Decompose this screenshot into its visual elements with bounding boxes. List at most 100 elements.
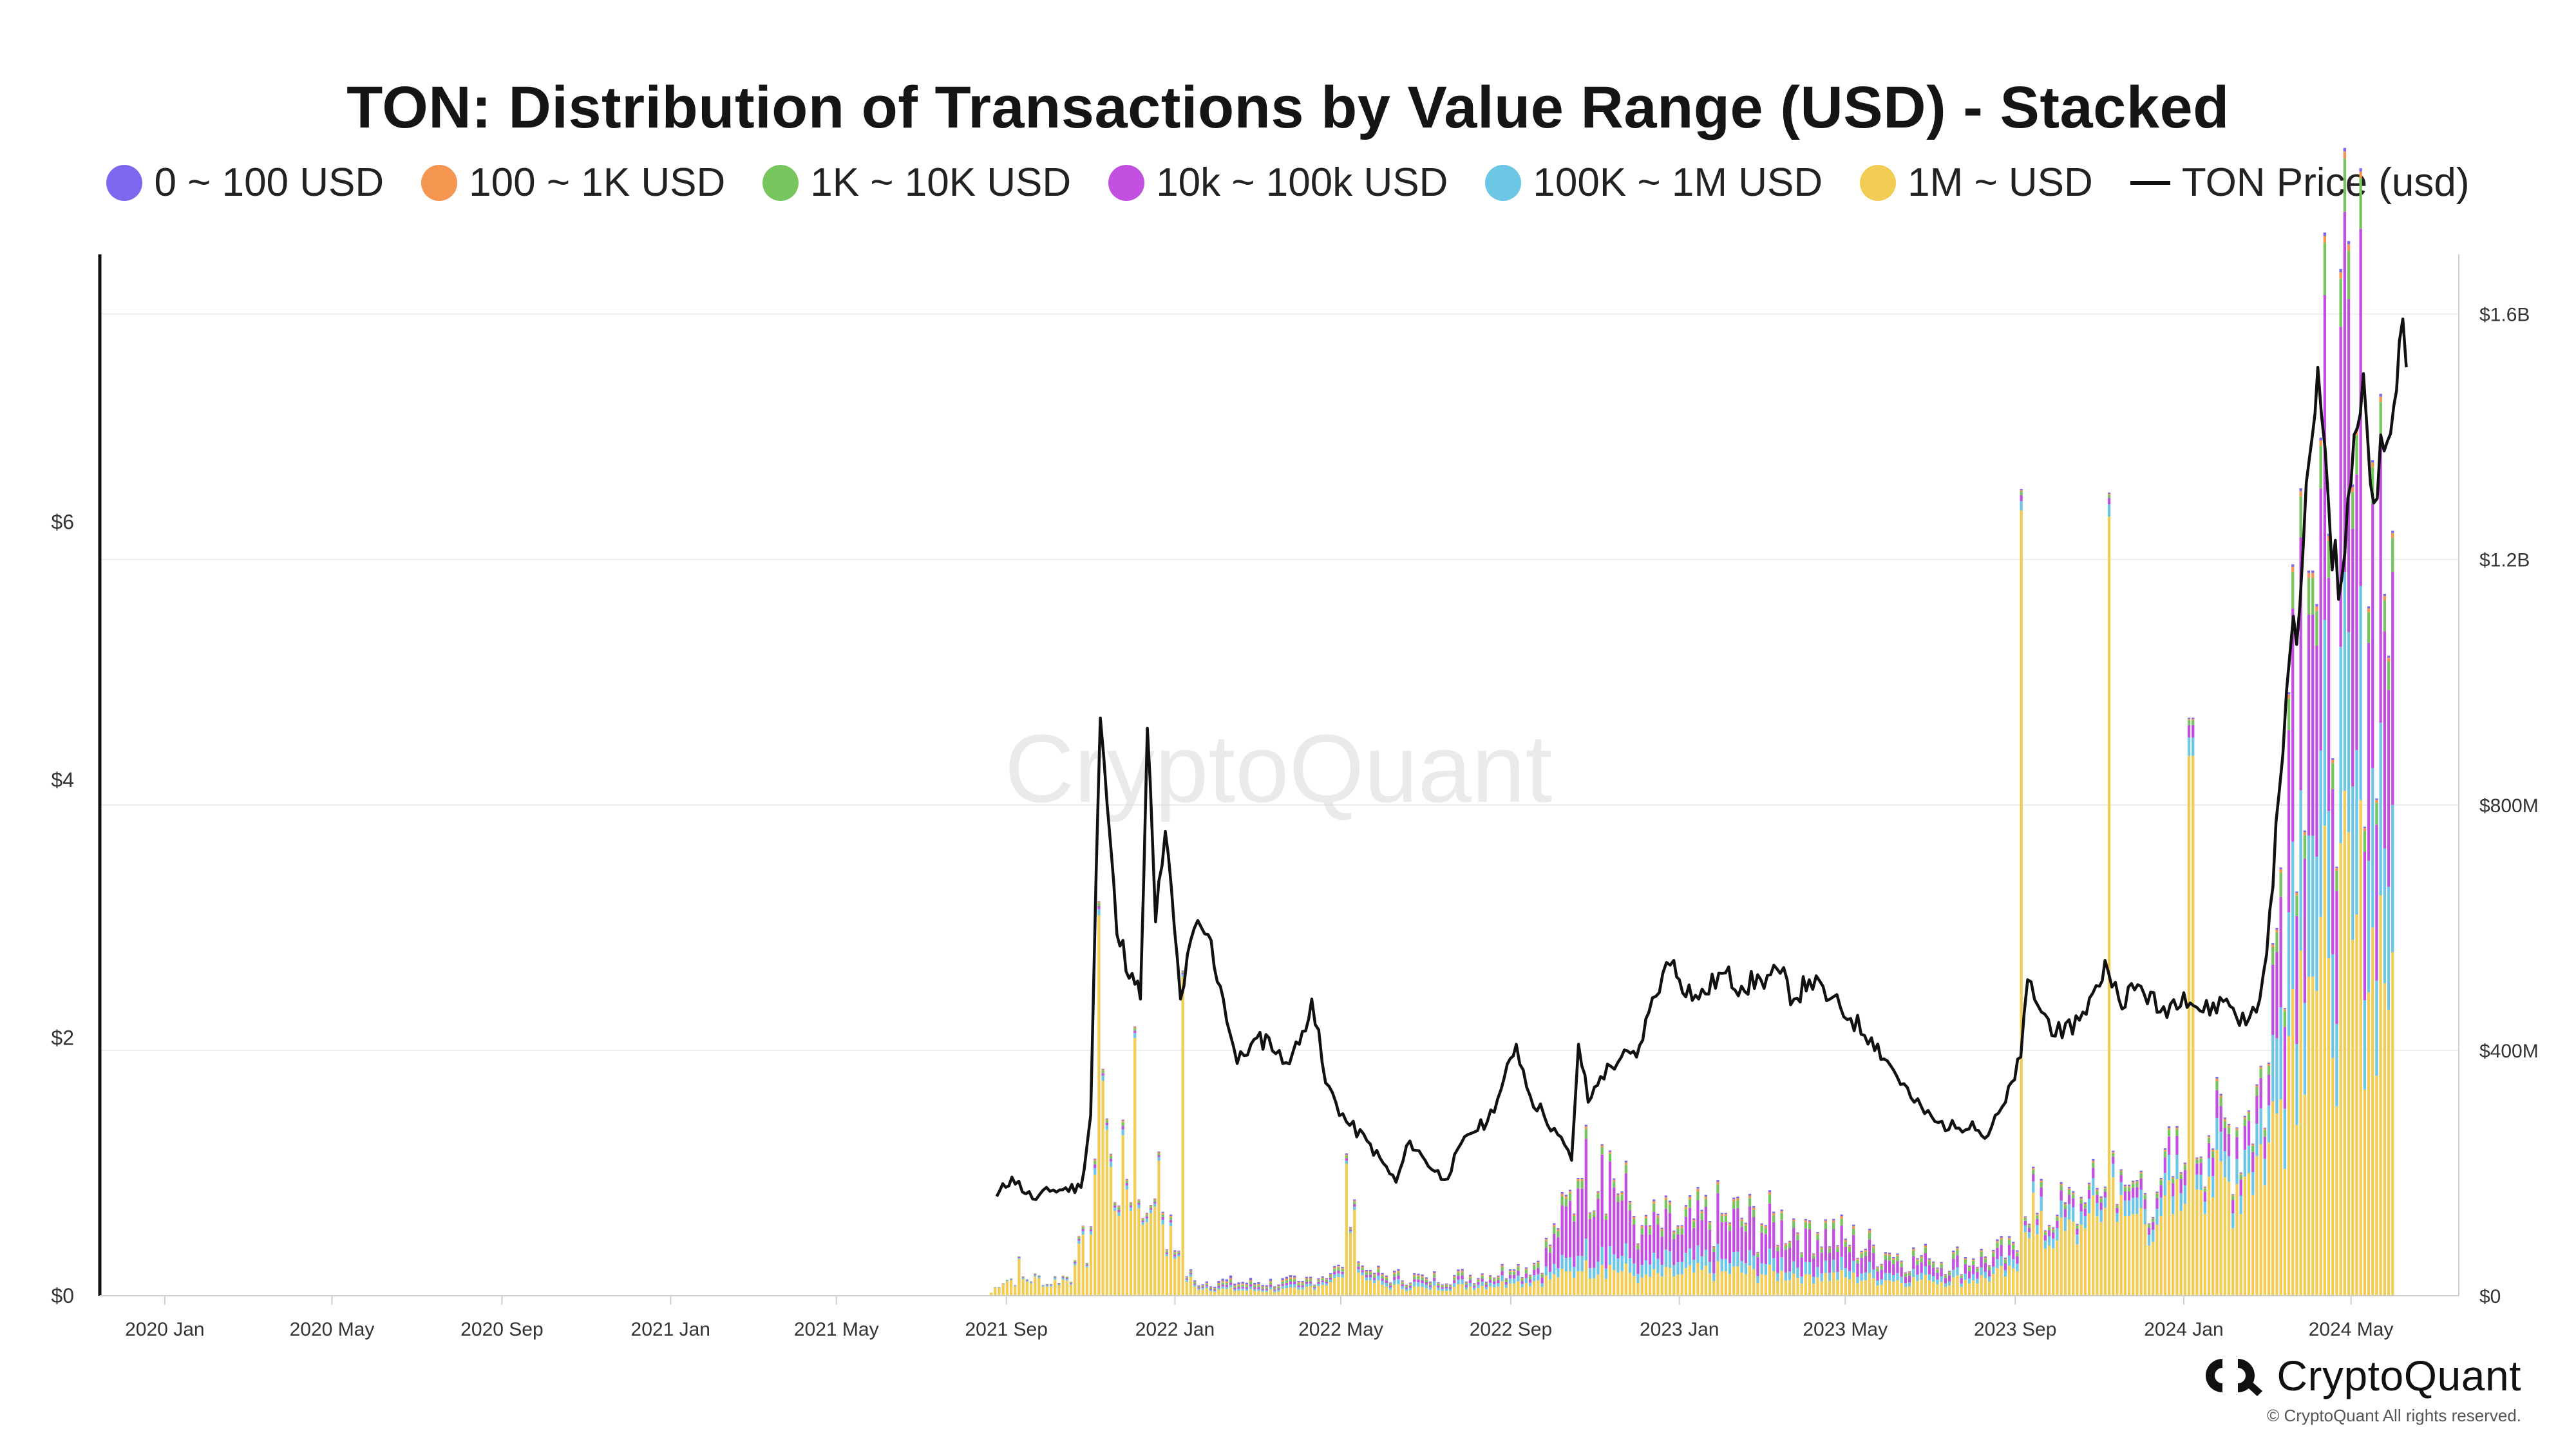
bar-segment-3 — [1113, 1203, 1117, 1206]
bar-segment-3 — [1444, 1285, 1448, 1287]
legend-item-1[interactable]: 100 ~ 1K USD — [421, 160, 725, 205]
bar-segment-0 — [1924, 1274, 1927, 1296]
bar-segment-2 — [1720, 1222, 1723, 1259]
bar-segment-1 — [2047, 1236, 2051, 1246]
bar-segment-0 — [1037, 1278, 1041, 1296]
bar-segment-0 — [1696, 1263, 1700, 1296]
bar-segment-2 — [2287, 730, 2291, 913]
bar-stack — [1249, 1278, 1253, 1296]
bar-segment-2 — [1441, 1287, 1444, 1289]
bar-segment-1 — [2223, 1151, 2226, 1177]
bar-stack — [1113, 1202, 1117, 1296]
bar-stack — [1193, 1280, 1197, 1296]
bar-segment-0 — [1740, 1273, 1743, 1296]
bar-segment-2 — [1824, 1229, 1827, 1261]
legend-item-2[interactable]: 1K ~ 10K USD — [762, 160, 1071, 205]
bar-segment-5 — [2235, 1127, 2239, 1129]
bar-segment-1 — [1213, 1291, 1217, 1292]
bar-segment-2 — [1613, 1188, 1616, 1255]
bar-stack — [2023, 1216, 2027, 1296]
bar-segment-2 — [1860, 1258, 1863, 1274]
bar-segment-0 — [1201, 1289, 1204, 1296]
bar-segment-3 — [1788, 1243, 1792, 1248]
bar-segment-0 — [1564, 1271, 1567, 1296]
bar-segment-4 — [1824, 1220, 1827, 1223]
bar-stack — [1233, 1283, 1236, 1296]
bar-segment-3 — [2287, 698, 2291, 730]
bar-segment-2 — [1553, 1234, 1556, 1264]
bar-stack — [1269, 1278, 1273, 1296]
bar-stack — [1888, 1253, 1891, 1296]
bar-segment-2 — [1653, 1211, 1656, 1253]
bar-segment-4 — [2391, 533, 2394, 538]
bar-stack — [1744, 1222, 1747, 1296]
legend-item-3[interactable]: 10k ~ 100k USD — [1108, 160, 1448, 205]
bar-segment-2 — [1425, 1282, 1428, 1285]
bar-segment-0 — [1760, 1274, 1763, 1296]
bar-stack — [1504, 1278, 1508, 1296]
bar-segment-5 — [1321, 1276, 1324, 1278]
bar-segment-1 — [1832, 1260, 1835, 1273]
bar-segment-4 — [2040, 1180, 2043, 1182]
bar-stack — [2231, 1194, 2235, 1296]
bar-segment-4 — [1728, 1224, 1732, 1226]
legend-item-0[interactable]: 0 ~ 100 USD — [106, 160, 384, 205]
legend-item-5[interactable]: 1M ~ USD — [1860, 160, 2093, 205]
bar-stack — [2207, 1135, 2211, 1296]
bar-segment-1 — [1884, 1273, 1887, 1281]
bar-stack — [1105, 1118, 1108, 1296]
bar-segment-3 — [1628, 1204, 1632, 1211]
bar-segment-2 — [1868, 1239, 1871, 1262]
bar-segment-3 — [1768, 1195, 1772, 1204]
bar-segment-5 — [1700, 1209, 1703, 1211]
bar-segment-4 — [1241, 1283, 1244, 1285]
bar-segment-1 — [2355, 750, 2358, 914]
bar-segment-3 — [1225, 1282, 1228, 1285]
bar-segment-3 — [1237, 1285, 1240, 1287]
bar-segment-5 — [1633, 1216, 1636, 1217]
bar-segment-1 — [1967, 1278, 1971, 1283]
bar-stack — [1241, 1282, 1244, 1296]
bar-segment-0 — [1345, 1164, 1348, 1296]
bar-segment-1 — [1385, 1283, 1388, 1287]
bar-segment-4 — [1408, 1283, 1412, 1285]
bar-segment-5 — [2172, 1176, 2175, 1178]
bar-segment-4 — [2132, 1182, 2135, 1184]
bar-segment-5 — [1656, 1213, 1660, 1216]
bar-segment-3 — [1620, 1194, 1624, 1201]
bar-segment-3 — [1584, 1128, 1587, 1139]
bar-stack — [1329, 1273, 1332, 1296]
bar-segment-1 — [1377, 1275, 1380, 1280]
bar-segment-0 — [2052, 1248, 2055, 1296]
bar-segment-2 — [1145, 1217, 1148, 1218]
bar-segment-2 — [1593, 1217, 1596, 1268]
bar-segment-1 — [2231, 1213, 2235, 1229]
bar-segment-2 — [1225, 1285, 1228, 1287]
bar-segment-0 — [2239, 1214, 2242, 1296]
bar-segment-1 — [1960, 1283, 1963, 1287]
bar-segment-0 — [1724, 1271, 1727, 1296]
bar-stack — [1608, 1150, 1612, 1296]
bar-segment-0 — [1744, 1274, 1747, 1296]
bar-segment-4 — [2323, 236, 2326, 243]
bar-stack — [2183, 1162, 2186, 1296]
bar-segment-3 — [1089, 1227, 1093, 1230]
bar-segment-2 — [1437, 1285, 1440, 1288]
cryptoquant-logo-icon — [2206, 1359, 2263, 1396]
bar-stack — [1720, 1213, 1723, 1296]
bar-segment-3 — [1580, 1180, 1584, 1189]
bar-segment-0 — [994, 1287, 997, 1296]
bar-segment-3 — [1980, 1251, 1983, 1257]
bar-segment-3 — [1425, 1280, 1428, 1282]
bar-segment-3 — [1309, 1279, 1312, 1282]
bar-segment-4 — [1912, 1249, 1915, 1251]
price-line-group — [995, 317, 2408, 1201]
bar-segment-1 — [1672, 1265, 1676, 1276]
bar-segment-4 — [2331, 759, 2334, 764]
bar-segment-5 — [2079, 1197, 2083, 1198]
bar-segment-1 — [1628, 1258, 1632, 1273]
bar-segment-2 — [1014, 1285, 1017, 1286]
legend-item-6[interactable]: TON Price (usd) — [2130, 160, 2470, 205]
legend-item-4[interactable]: 100K ~ 1M USD — [1485, 160, 1823, 205]
bar-segment-4 — [2375, 800, 2378, 803]
